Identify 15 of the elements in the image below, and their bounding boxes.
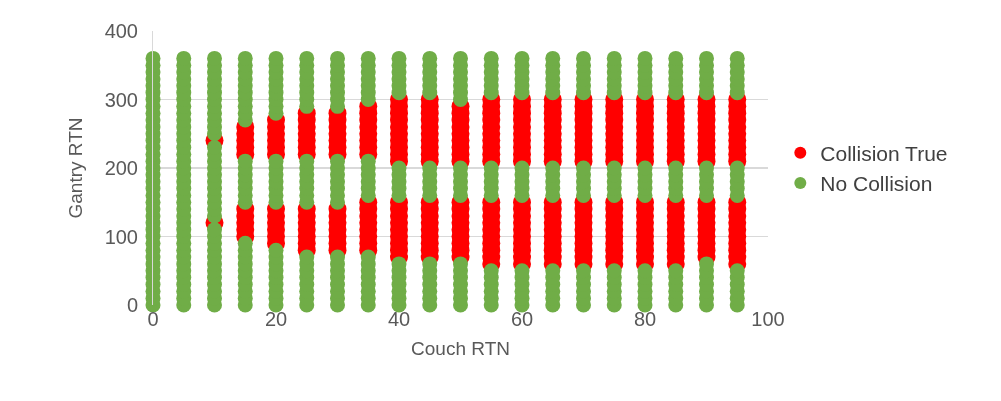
x-tick-label: 80: [633, 308, 657, 330]
x-axis-title: Couch RTN: [411, 337, 510, 359]
x-tick-label: 20: [264, 308, 288, 330]
legend-label: No Collision: [820, 172, 933, 196]
x-tick-label: 40: [387, 308, 411, 330]
x-tick-label: 0: [147, 308, 159, 330]
legend-label: Collision True: [820, 141, 948, 165]
y-tick-label: 200: [104, 157, 138, 179]
y-tick-label: 400: [104, 20, 138, 42]
y-tick-label: 0: [126, 294, 138, 316]
y-tick-label: 100: [104, 225, 138, 248]
x-tick-label: 100: [751, 308, 785, 330]
y-tick-label: 300: [104, 88, 138, 111]
x-tick-label: 60: [510, 308, 534, 330]
y-axis-title: Gantry RTN: [65, 117, 87, 219]
